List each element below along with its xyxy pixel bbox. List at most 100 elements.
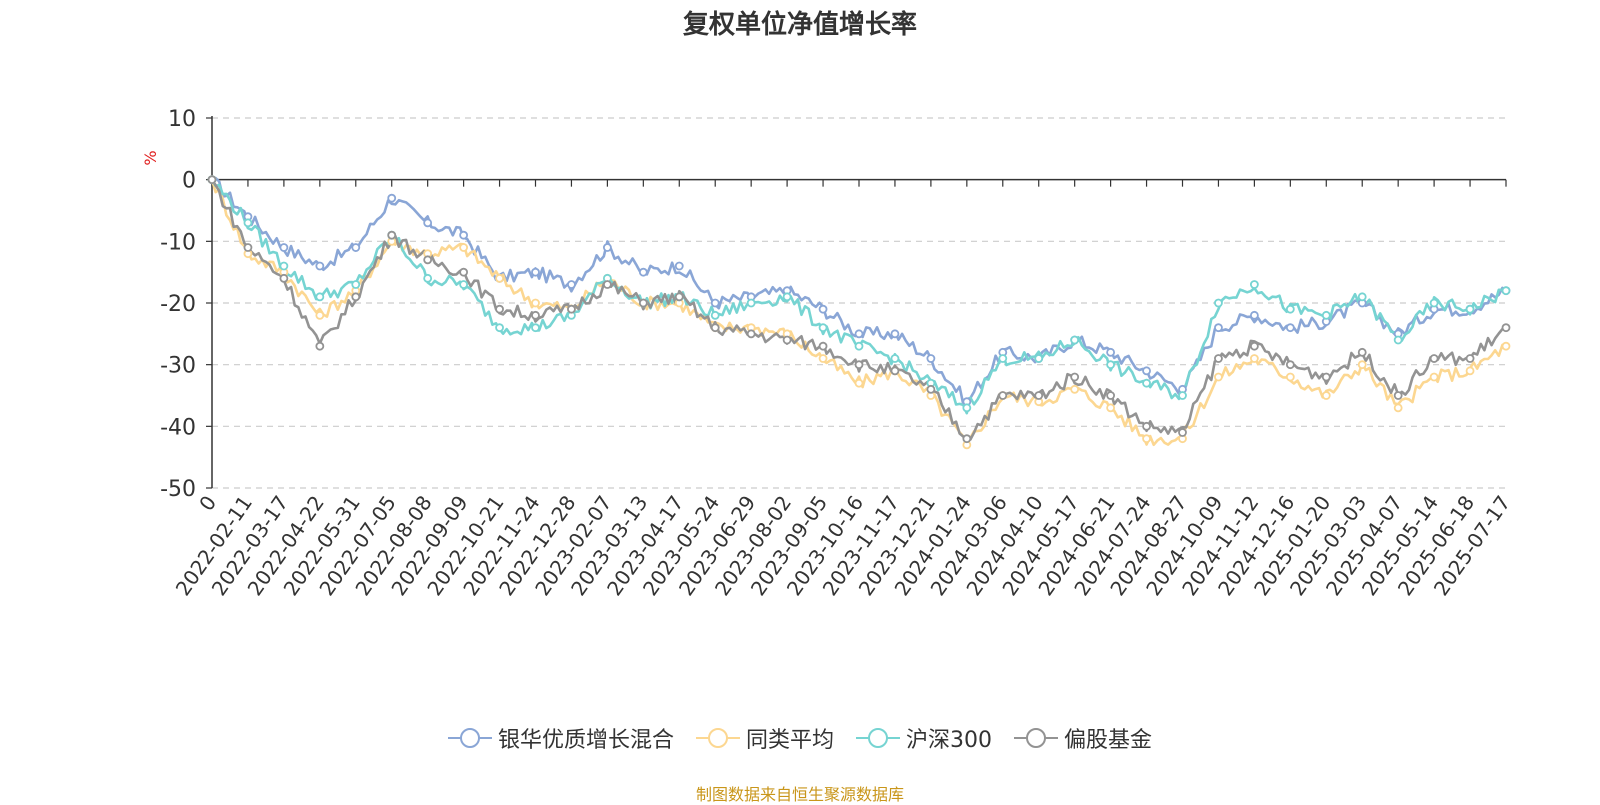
data-point — [1285, 323, 1295, 333]
data-point — [782, 335, 792, 345]
data-point — [459, 267, 469, 277]
data-point — [1106, 391, 1116, 400]
data-point — [962, 434, 972, 444]
data-point — [459, 243, 469, 252]
legend-label: 偏股基金 — [1064, 728, 1153, 753]
source-note: 制图数据来自恒生聚源数据库 — [695, 785, 904, 804]
data-point — [818, 304, 828, 314]
legend-item[interactable]: 沪深300 — [856, 722, 992, 754]
data-point — [674, 292, 684, 302]
data-point — [710, 298, 720, 308]
legend-swatch-icon — [1014, 728, 1058, 748]
data-point — [531, 298, 540, 308]
data-point — [1249, 354, 1259, 363]
legend: 银华优质增长混合 同类平均 沪深300 偏股基金 — [0, 722, 1600, 754]
data-point — [818, 323, 828, 333]
data-point — [1465, 366, 1475, 376]
data-point — [818, 341, 828, 351]
y-tick-label: 0 — [182, 169, 196, 194]
data-point — [1501, 323, 1511, 333]
data-point — [351, 292, 361, 302]
data-point — [351, 243, 361, 252]
data-point — [1285, 304, 1295, 314]
data-point — [1178, 428, 1187, 437]
data-point — [602, 280, 612, 289]
data-point — [1214, 323, 1223, 333]
y-tick-label: -50 — [160, 477, 196, 502]
data-point — [279, 273, 289, 283]
series-lines — [210, 176, 1507, 447]
data-point — [1106, 347, 1116, 357]
data-point — [638, 298, 648, 308]
data-point — [315, 341, 325, 351]
data-point — [423, 255, 433, 265]
legend-item[interactable]: 同类平均 — [695, 722, 834, 754]
data-point — [351, 280, 361, 289]
data-point — [746, 329, 756, 339]
data-point — [459, 280, 469, 289]
series-markers — [207, 175, 1511, 450]
data-point — [495, 273, 504, 283]
data-point — [638, 267, 648, 277]
legend-swatch-icon — [447, 728, 492, 748]
data-point — [890, 329, 900, 339]
series-line — [210, 179, 1507, 447]
data-point — [1393, 391, 1403, 400]
data-point — [243, 243, 253, 252]
data-point — [1249, 310, 1259, 320]
data-point — [1249, 341, 1259, 351]
data-point — [1429, 372, 1439, 382]
data-point — [1070, 335, 1080, 345]
data-point — [674, 261, 684, 271]
data-point — [1214, 372, 1223, 382]
data-point — [315, 292, 325, 302]
data-point — [1465, 304, 1475, 314]
data-point — [1393, 335, 1403, 345]
data-point — [890, 354, 900, 363]
data-point — [315, 310, 325, 320]
legend-marker — [707, 728, 728, 748]
legend-marker — [868, 728, 888, 748]
data-point — [1178, 391, 1187, 400]
data-point — [1393, 403, 1403, 413]
data-point — [1106, 360, 1116, 370]
data-point — [243, 218, 253, 228]
data-point — [279, 261, 289, 271]
legend-item[interactable]: 银华优质增长混合 — [447, 722, 674, 754]
y-tick-label: -10 — [160, 230, 196, 255]
data-point — [1070, 372, 1080, 382]
data-point — [279, 243, 289, 252]
data-point — [1501, 286, 1511, 296]
legend-marker — [1026, 728, 1046, 748]
data-point — [1142, 421, 1151, 431]
grid-lines — [212, 117, 1506, 489]
data-point — [1357, 360, 1367, 370]
data-point — [1214, 354, 1223, 363]
data-point — [818, 354, 828, 363]
data-point — [387, 230, 397, 240]
data-point — [1501, 341, 1511, 351]
y-axis-title: % — [141, 150, 160, 165]
data-point — [1285, 372, 1295, 382]
data-point — [387, 193, 397, 203]
data-point — [315, 261, 325, 271]
data-point — [1142, 378, 1151, 388]
legend-marker — [459, 728, 480, 748]
data-point — [1214, 298, 1223, 308]
y-tick-label: -40 — [160, 415, 196, 440]
data-point — [962, 403, 972, 413]
legend-label: 沪深300 — [906, 728, 992, 753]
data-point — [710, 323, 720, 333]
data-point — [1321, 310, 1331, 320]
data-point — [1070, 384, 1080, 394]
axes — [206, 116, 1507, 489]
y-tick-label: -20 — [160, 292, 196, 317]
data-point — [710, 310, 720, 320]
chart-title: 复权单位净值增长率 — [682, 10, 917, 40]
data-point — [495, 304, 504, 314]
data-point — [890, 366, 900, 376]
data-point — [1321, 391, 1331, 400]
data-point — [1357, 292, 1367, 302]
legend-item[interactable]: 偏股基金 — [1014, 722, 1152, 754]
data-point — [1357, 347, 1367, 357]
